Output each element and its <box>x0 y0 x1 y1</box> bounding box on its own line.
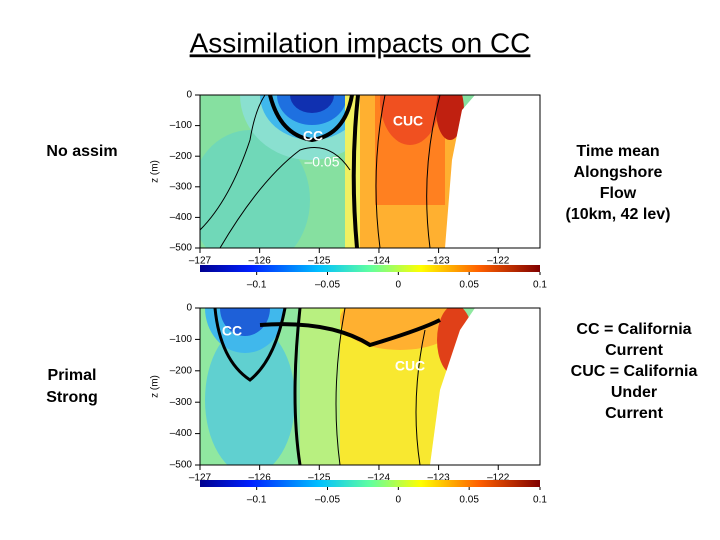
panel-label: No assim <box>46 143 117 160</box>
colorbar-tick-label: –0.05 <box>315 495 340 506</box>
note-line: Under <box>611 384 657 401</box>
y-tick-label: –200 <box>170 151 193 162</box>
colorbar <box>200 480 540 487</box>
x-tick-label: –123 <box>427 473 450 484</box>
note-line: Alongshore <box>574 164 663 181</box>
y-tick-label: –200 <box>170 365 193 376</box>
annotation: –0.05 <box>304 154 339 170</box>
colorbar-tick-label: 0.05 <box>459 280 479 291</box>
plot-frame <box>199 94 541 249</box>
panel-label: Strong <box>46 389 98 406</box>
x-tick-label: –126 <box>249 256 272 267</box>
colorbar-tick-label: 0.1 <box>533 495 547 506</box>
annotation: CUC <box>393 113 423 129</box>
colorbar-tick-label: 0.1 <box>533 280 547 291</box>
annotation: CUC <box>395 358 425 374</box>
y-tick-label: 0 <box>186 90 192 101</box>
note-line: Current <box>605 405 663 422</box>
y-tick-label: –500 <box>170 243 193 254</box>
x-tick-label: –122 <box>487 473 510 484</box>
note-line: (10km, 42 lev) <box>566 206 671 223</box>
colorbar-tick-label: 0 <box>396 280 402 291</box>
y-tick-label: 0 <box>186 303 192 314</box>
note-line: Current <box>605 342 663 359</box>
y-axis-label: z (m) <box>150 375 161 398</box>
x-tick-label: –122 <box>487 256 510 267</box>
note-line: Flow <box>600 185 637 202</box>
y-tick-label: –100 <box>170 334 193 345</box>
x-tick-label: –127 <box>189 473 212 484</box>
y-tick-label: –400 <box>170 428 193 439</box>
note-line: CUC = California <box>571 363 698 380</box>
colorbar-tick-label: 0.05 <box>459 495 479 506</box>
slide-title: Assimilation impacts on CC <box>190 27 531 58</box>
x-tick-label: –126 <box>249 473 272 484</box>
colorbar <box>200 265 540 272</box>
panel-label: Primal <box>48 367 97 384</box>
y-tick-label: –300 <box>170 397 193 408</box>
contour-field <box>200 308 540 465</box>
annotation: CC <box>303 128 323 144</box>
colorbar-tick-label: 0 <box>396 495 402 506</box>
contour-field <box>200 95 540 248</box>
colorbar-tick-label: –0.1 <box>247 495 267 506</box>
x-tick-label: –125 <box>308 256 331 267</box>
plot-frame <box>199 307 541 466</box>
colorbar-tick-label: –0.05 <box>315 280 340 291</box>
x-tick-label: –124 <box>368 473 391 484</box>
x-tick-label: –123 <box>427 256 450 267</box>
y-tick-label: –300 <box>170 181 193 192</box>
x-tick-label: –124 <box>368 256 391 267</box>
y-tick-label: –500 <box>170 460 193 471</box>
note-line: CC = California <box>576 321 691 338</box>
annotation: CC <box>222 323 242 339</box>
y-tick-label: –400 <box>170 212 193 223</box>
x-tick-label: –125 <box>308 473 331 484</box>
colorbar-tick-label: –0.1 <box>247 280 267 291</box>
note-line: Time mean <box>576 143 659 160</box>
y-axis-label: z (m) <box>150 160 161 183</box>
y-tick-label: –100 <box>170 120 193 131</box>
x-tick-label: –127 <box>189 256 212 267</box>
